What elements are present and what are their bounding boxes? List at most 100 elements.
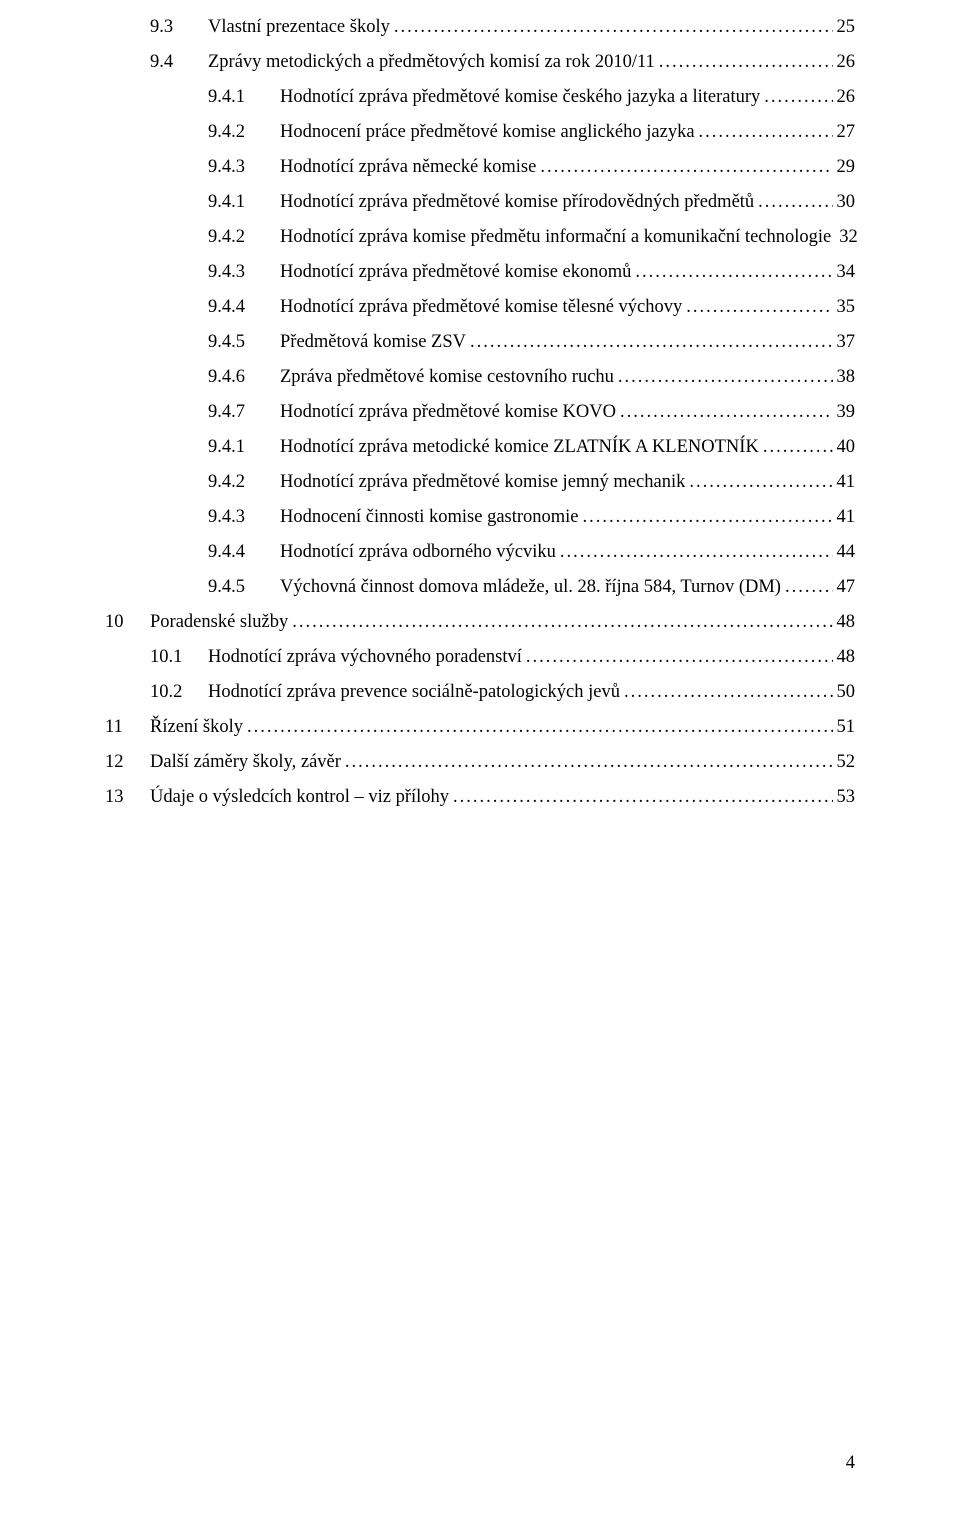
toc-entry-number: 9.4.1 xyxy=(208,438,280,457)
toc-entry: 9.4.4Hodnotící zpráva předmětové komise … xyxy=(105,298,855,317)
toc-entry: 9.4.3Hodnotící zpráva předmětové komise … xyxy=(105,263,855,282)
toc-entry-page: 47 xyxy=(837,578,856,597)
toc-entry: 13Údaje o výsledcích kontrol – viz přílo… xyxy=(105,788,855,807)
toc-entry-title: Hodnocení práce předmětové komise anglic… xyxy=(280,123,695,142)
toc-entry-page: 26 xyxy=(837,53,856,72)
toc-entry-title: Hodnotící zpráva předmětové komise ekono… xyxy=(280,263,631,282)
toc-entry-number: 9.4.6 xyxy=(208,368,280,387)
toc-entry-number: 9.4.3 xyxy=(208,263,280,282)
toc-leader-dots: ........................................… xyxy=(764,88,832,107)
toc-entry-number: 9.4.1 xyxy=(208,88,280,107)
toc-leader-dots: ........................................… xyxy=(453,788,832,807)
toc-entry-title: Hodnotící zpráva komise předmětu informa… xyxy=(280,228,831,247)
toc-entry: 9.4.5Předmětová komise ZSV..............… xyxy=(105,333,855,352)
toc-entry-page: 30 xyxy=(837,193,856,212)
toc-leader-dots: ........................................… xyxy=(620,403,833,422)
toc-entry: 11Řízení školy..........................… xyxy=(105,718,855,737)
toc-entry: 9.4.7Hodnotící zpráva předmětové komise … xyxy=(105,403,855,422)
toc-leader-dots: ........................................… xyxy=(526,648,833,667)
toc-entry-page: 48 xyxy=(837,648,856,667)
toc-entry-number: 9.4.3 xyxy=(208,508,280,527)
toc-entry-page: 39 xyxy=(837,403,856,422)
toc-entry-number: 9.4 xyxy=(150,53,208,72)
toc-entry-title: Hodnotící zpráva německé komise xyxy=(280,158,536,177)
toc-leader-dots: ........................................… xyxy=(292,613,832,632)
toc-entry-title: Zprávy metodických a předmětových komisí… xyxy=(208,53,655,72)
toc-entry-title: Výchovná činnost domova mládeže, ul. 28.… xyxy=(280,578,781,597)
toc-entry-title: Hodnotící zpráva metodické komice ZLATNÍ… xyxy=(280,438,759,457)
toc-leader-dots: ........................................… xyxy=(686,298,832,317)
toc-leader-dots: ........................................… xyxy=(689,473,832,492)
toc-entry: 10.2Hodnotící zpráva prevence sociálně-p… xyxy=(105,683,855,702)
toc-entry-page: 52 xyxy=(837,753,856,772)
toc-entry-number: 9.4.5 xyxy=(208,578,280,597)
toc-leader-dots: ........................................… xyxy=(560,543,833,562)
toc-entry-number: 9.4.7 xyxy=(208,403,280,422)
toc-leader-dots: ........................................… xyxy=(540,158,832,177)
toc-entry: 9.4Zprávy metodických a předmětových kom… xyxy=(105,53,855,72)
toc-entry-title: Hodnotící zpráva prevence sociálně-patol… xyxy=(208,683,620,702)
toc-leader-dots: ........................................… xyxy=(699,123,833,142)
toc-leader-dots: ........................................… xyxy=(618,368,833,387)
toc-entry-page: 38 xyxy=(837,368,856,387)
toc-entry-title: Hodnotící zpráva předmětové komise české… xyxy=(280,88,760,107)
toc-entry-title: Hodnotící zpráva předmětové komise těles… xyxy=(280,298,682,317)
table-of-contents: 9.3Vlastní prezentace školy.............… xyxy=(105,18,855,807)
page-number: 4 xyxy=(846,1453,855,1474)
toc-entry: 9.4.1Hodnotící zpráva předmětové komise … xyxy=(105,193,855,212)
toc-entry-page: 44 xyxy=(837,543,856,562)
toc-entry-title: Poradenské služby xyxy=(150,613,288,632)
toc-entry-title: Hodnotící zpráva odborného výcviku xyxy=(280,543,556,562)
toc-entry-number: 13 xyxy=(105,788,150,807)
toc-leader-dots: ........................................… xyxy=(583,508,833,527)
toc-entry-page: 25 xyxy=(837,18,856,37)
toc-entry-number: 11 xyxy=(105,718,150,737)
toc-entry-number: 9.4.3 xyxy=(208,158,280,177)
toc-entry-page: 48 xyxy=(837,613,856,632)
toc-entry-page: 26 xyxy=(837,88,856,107)
toc-entry-number: 9.4.4 xyxy=(208,298,280,317)
toc-entry-title: Zpráva předmětové komise cestovního ruch… xyxy=(280,368,614,387)
toc-entry-number: 10.1 xyxy=(150,648,208,667)
toc-entry-number: 9.4.4 xyxy=(208,543,280,562)
toc-entry-page: 41 xyxy=(837,473,856,492)
toc-entry: 9.3Vlastní prezentace školy.............… xyxy=(105,18,855,37)
toc-entry-page: 34 xyxy=(837,263,856,282)
toc-entry: 10Poradenské služby.....................… xyxy=(105,613,855,632)
toc-leader-dots: ........................................… xyxy=(785,578,833,597)
toc-entry-title: Hodnotící zpráva předmětové komise příro… xyxy=(280,193,754,212)
toc-leader-dots: ........................................… xyxy=(758,193,832,212)
toc-entry-title: Řízení školy xyxy=(150,718,243,737)
toc-entry-number: 10.2 xyxy=(150,683,208,702)
toc-entry: 9.4.3Hodnotící zpráva německé komise....… xyxy=(105,158,855,177)
toc-entry-number: 9.4.5 xyxy=(208,333,280,352)
toc-entry-page: 32 xyxy=(839,228,858,247)
toc-entry-number: 9.4.2 xyxy=(208,123,280,142)
toc-entry-number: 12 xyxy=(105,753,150,772)
toc-entry: 9.4.4Hodnotící zpráva odborného výcviku.… xyxy=(105,543,855,562)
toc-entry-page: 51 xyxy=(837,718,856,737)
toc-entry-page: 35 xyxy=(837,298,856,317)
toc-entry-page: 41 xyxy=(837,508,856,527)
toc-entry: 9.4.1Hodnotící zpráva metodické komice Z… xyxy=(105,438,855,457)
toc-leader-dots: ........................................… xyxy=(763,438,833,457)
document-page: 9.3Vlastní prezentace školy.............… xyxy=(0,0,960,1538)
toc-entry: 10.1Hodnotící zpráva výchovného poradens… xyxy=(105,648,855,667)
toc-entry: 9.4.2Hodnotící zpráva předmětové komise … xyxy=(105,473,855,492)
toc-entry-page: 40 xyxy=(837,438,856,457)
toc-leader-dots: ........................................… xyxy=(624,683,833,702)
toc-entry-title: Hodnocení činnosti komise gastronomie xyxy=(280,508,579,527)
toc-entry: 9.4.2Hodnocení práce předmětové komise a… xyxy=(105,123,855,142)
toc-entry-number: 9.4.2 xyxy=(208,473,280,492)
toc-entry-number: 9.3 xyxy=(150,18,208,37)
toc-entry-title: Hodnotící zpráva předmětové komise jemný… xyxy=(280,473,685,492)
toc-leader-dots: ........................................… xyxy=(345,753,833,772)
toc-leader-dots: ........................................… xyxy=(247,718,832,737)
toc-entry: 9.4.6Zpráva předmětové komise cestovního… xyxy=(105,368,855,387)
toc-entry-page: 50 xyxy=(837,683,856,702)
toc-leader-dots: ........................................… xyxy=(470,333,832,352)
toc-entry-page: 27 xyxy=(837,123,856,142)
toc-entry-page: 29 xyxy=(837,158,856,177)
toc-entry: 12Další záměry školy, závěr.............… xyxy=(105,753,855,772)
toc-entry-number: 9.4.2 xyxy=(208,228,280,247)
